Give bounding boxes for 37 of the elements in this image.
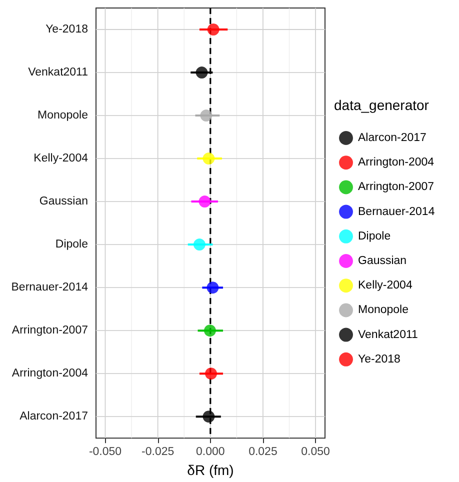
- x-tick-label: -0.050: [88, 446, 122, 458]
- legend-label: Arrington-2004: [358, 156, 435, 169]
- legend-label: Ye-2018: [358, 353, 400, 366]
- point: [207, 24, 220, 36]
- legend-label: Kelly-2004: [358, 280, 413, 292]
- legend-title: data_generator: [334, 97, 430, 113]
- y-tick-label: Alarcon-2017: [20, 410, 88, 423]
- point: [193, 238, 206, 251]
- x-tick-label: 0.000: [196, 446, 225, 458]
- point: [202, 152, 215, 165]
- y-tick-label: Bernauer-2014: [11, 282, 89, 294]
- legend-label: Venkat2011: [358, 328, 418, 341]
- y-tick-label: Dipole: [55, 238, 88, 251]
- legend-label: Bernauer-2014: [358, 206, 436, 218]
- legend-label: Gaussian: [358, 255, 407, 267]
- point: [202, 410, 215, 423]
- point: [196, 66, 208, 79]
- point: [200, 110, 212, 122]
- x-tick-label: -0.025: [142, 446, 174, 458]
- legend-label: Monopole: [358, 304, 409, 316]
- y-tick-label: Gaussian: [39, 196, 88, 208]
- y-tick-label: Arrington-2004: [12, 368, 89, 380]
- legend-label: Dipole: [358, 230, 391, 242]
- y-tick-label: Kelly-2004: [34, 152, 89, 165]
- point: [198, 196, 211, 208]
- y-tick-label: Monopole: [37, 110, 88, 122]
- x-tick-label: 0.025: [248, 446, 278, 458]
- legend-label: Alarcon-2017: [358, 132, 426, 144]
- y-tick-label: Ye-2018: [46, 24, 88, 36]
- point: [206, 282, 219, 294]
- point: [205, 368, 218, 380]
- x-axis-title: δR (fm): [187, 462, 234, 478]
- y-tick-label: Arrington-2007: [12, 324, 88, 337]
- legend-label: Arrington-2007: [358, 181, 434, 194]
- x-tick-label: 0.050: [301, 446, 330, 458]
- point: [204, 324, 216, 337]
- y-tick-label: Venkat2011: [28, 66, 88, 79]
